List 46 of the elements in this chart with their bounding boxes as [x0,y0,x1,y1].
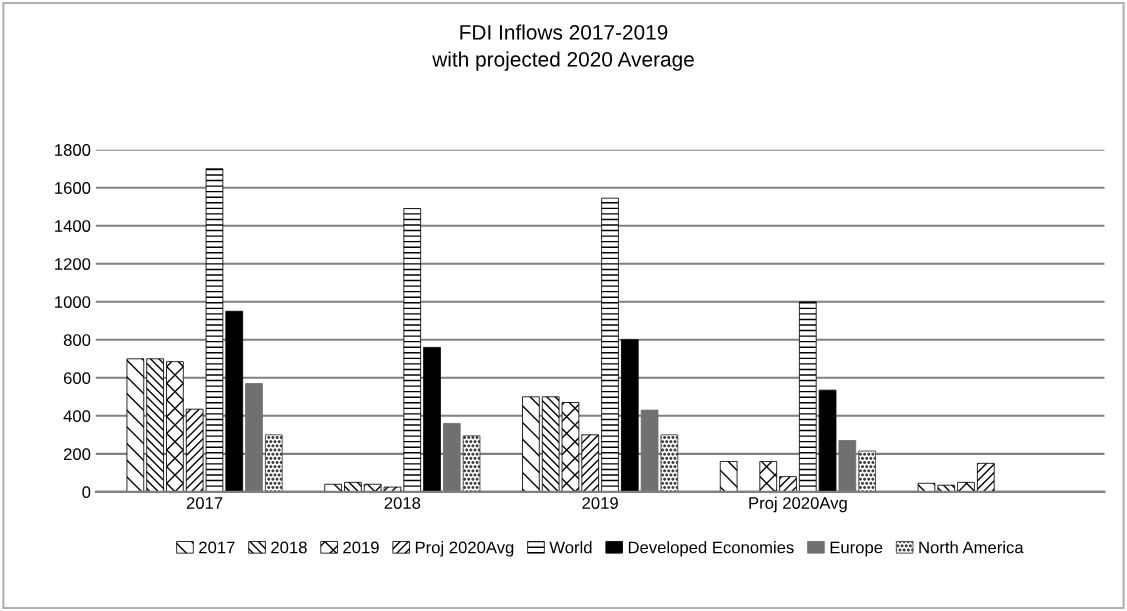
bar [620,339,639,492]
bar [344,481,362,492]
bar [522,396,540,492]
y-tick-label: 600 [63,372,91,384]
y-tick-label: 1000 [55,296,91,308]
bar [779,476,797,492]
x-tick-label: 2018 [384,497,421,509]
x-tick-label: 2017 [186,497,223,509]
y-tick-label: 1400 [55,220,91,232]
x-tick-label: Proj 2020Avg [749,496,847,513]
bar [166,361,184,492]
bar [838,440,857,492]
legend-label: North America [919,541,1024,554]
chart-title: FDI Inflows 2017-2019 with projected 2020 Average [432,24,694,71]
bar [640,409,659,492]
bar [798,301,817,492]
bar [462,435,481,492]
legend-label: 2017 [199,541,235,554]
y-tick-label: 1800 [55,144,91,156]
y-tick-label: 1200 [55,258,91,270]
x-tick-label: 2019 [582,497,618,509]
bar [818,389,837,492]
legend-label: 2018 [271,541,307,554]
bar [126,358,145,492]
legend-label: Proj 2020Avg [415,541,514,557]
bar [245,383,263,492]
y-tick-label: 1600 [55,182,91,194]
bar [957,481,975,492]
legend-label: Europe [830,541,883,557]
y-tick-label: 800 [63,334,91,346]
bar [858,450,876,492]
legend-label: 2019 [343,541,379,554]
legend-label: Developed Economies [628,541,794,557]
legend-label: World [549,541,592,554]
y-tick-label: 200 [63,448,91,461]
bar [976,462,995,492]
bar [442,423,461,492]
y-tick-label: 0 [82,486,91,499]
bar [601,197,619,492]
bar [264,434,283,492]
y-tick-label: 400 [63,410,91,423]
bar [759,461,778,492]
bar [660,434,679,492]
bar [146,358,164,492]
bar [423,346,441,492]
bar [719,461,738,492]
